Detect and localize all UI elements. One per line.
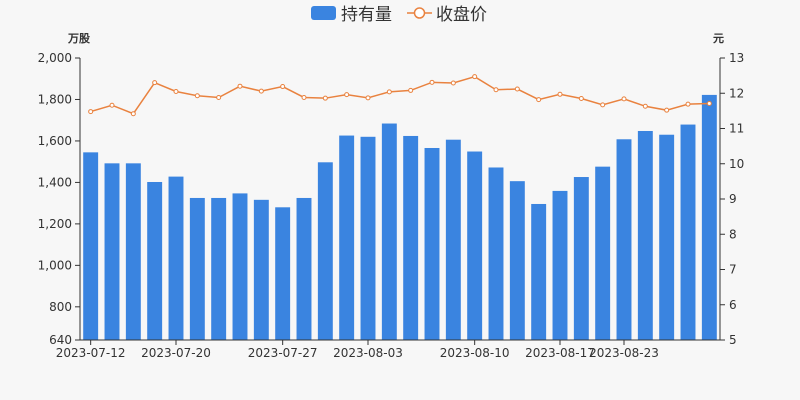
price-point	[514, 86, 520, 92]
price-point	[600, 102, 606, 108]
bar	[296, 197, 312, 340]
price-point	[216, 94, 222, 100]
price-point	[536, 97, 542, 103]
bar	[659, 134, 675, 340]
x-tick-label: 2023-08-23	[589, 346, 659, 360]
left-tick-label: 1,600	[38, 134, 72, 148]
left-tick-label: 1,000	[38, 258, 72, 272]
bar	[403, 135, 419, 340]
bar	[189, 197, 205, 340]
line-series	[88, 74, 712, 117]
bar	[424, 147, 440, 340]
bar	[83, 152, 99, 340]
right-axis-ticks: 5 6 7 8 9 10 11 12 13	[720, 51, 744, 347]
bar	[147, 181, 163, 340]
price-point	[194, 93, 200, 99]
price-point	[557, 91, 563, 97]
legend-bar-swatch[interactable]	[311, 6, 336, 20]
right-tick-label: 5	[729, 333, 737, 347]
price-point	[173, 88, 179, 94]
left-tick-label: 2,000	[38, 51, 72, 65]
price-point	[450, 80, 456, 86]
bar	[125, 163, 141, 340]
left-axis-ticks: 640 800 1,000 1,200 1,400 1,600 1,800 2,000	[38, 51, 80, 347]
bar	[381, 123, 397, 340]
right-tick-label: 7	[729, 263, 737, 277]
legend-bar-label[interactable]: 持有量	[341, 5, 392, 25]
price-point	[365, 95, 371, 101]
bar	[531, 203, 547, 340]
bar	[616, 139, 632, 340]
bar	[104, 163, 120, 340]
price-point	[280, 84, 286, 90]
price-point	[685, 101, 691, 107]
price-point	[130, 111, 136, 117]
right-tick-label: 13	[729, 51, 744, 65]
bar	[509, 181, 525, 340]
bar-series	[83, 94, 717, 341]
bar	[211, 197, 227, 340]
legend-line-marker[interactable]	[413, 7, 426, 19]
left-tick-label: 800	[49, 300, 72, 314]
price-point	[152, 80, 158, 86]
price-point	[301, 94, 307, 100]
x-tick-label: 2023-08-03	[333, 346, 403, 360]
legend[interactable]: 持有量 收盘价	[311, 5, 487, 25]
left-axis-unit: 万股	[67, 32, 91, 45]
left-tick-label: 1,800	[38, 92, 72, 106]
right-axis-unit: 元	[713, 32, 724, 45]
price-point	[237, 83, 243, 89]
price-point	[664, 107, 670, 113]
price-line	[90, 75, 710, 115]
bar	[680, 124, 696, 340]
right-tick-label: 10	[729, 157, 744, 171]
bar	[168, 176, 184, 340]
bar	[275, 207, 291, 340]
bar	[573, 177, 589, 340]
bar	[595, 166, 611, 340]
x-tick-label: 2023-07-27	[248, 346, 318, 360]
price-point	[642, 103, 648, 109]
price-point	[344, 92, 350, 98]
legend-line-label[interactable]: 收盘价	[436, 5, 487, 25]
price-point	[621, 96, 627, 102]
right-tick-label: 6	[729, 298, 737, 312]
price-point	[429, 79, 435, 85]
right-tick-label: 9	[729, 192, 737, 206]
price-point	[408, 87, 414, 93]
bar	[253, 199, 269, 340]
bar	[467, 151, 483, 340]
price-point	[472, 74, 478, 80]
bar	[317, 162, 333, 340]
bar	[232, 193, 248, 340]
price-point	[322, 95, 328, 101]
bar	[360, 136, 376, 340]
x-tick-label: 2023-08-17	[525, 346, 595, 360]
x-tick-label: 2023-07-12	[56, 346, 126, 360]
left-tick-label: 1,200	[38, 217, 72, 231]
bar	[488, 167, 504, 340]
price-point	[493, 87, 499, 93]
left-tick-label: 640	[49, 333, 72, 347]
bar	[552, 190, 568, 340]
right-tick-label: 8	[729, 227, 737, 241]
x-tick-label: 2023-08-10	[440, 346, 510, 360]
x-axis-ticks: 2023-07-12 2023-07-20 2023-07-27 2023-08-03…	[56, 340, 659, 360]
bar	[445, 139, 461, 340]
x-tick-label: 2023-07-20	[141, 346, 211, 360]
price-point	[88, 109, 94, 115]
right-tick-label: 11	[729, 122, 744, 136]
price-point	[258, 88, 264, 94]
price-point	[578, 96, 584, 102]
bar	[701, 94, 717, 341]
price-point	[386, 89, 392, 95]
right-tick-label: 12	[729, 86, 744, 100]
bar	[637, 130, 653, 340]
price-point	[706, 100, 712, 106]
left-tick-label: 1,400	[38, 175, 72, 189]
bar	[339, 135, 355, 340]
price-point	[109, 102, 115, 108]
